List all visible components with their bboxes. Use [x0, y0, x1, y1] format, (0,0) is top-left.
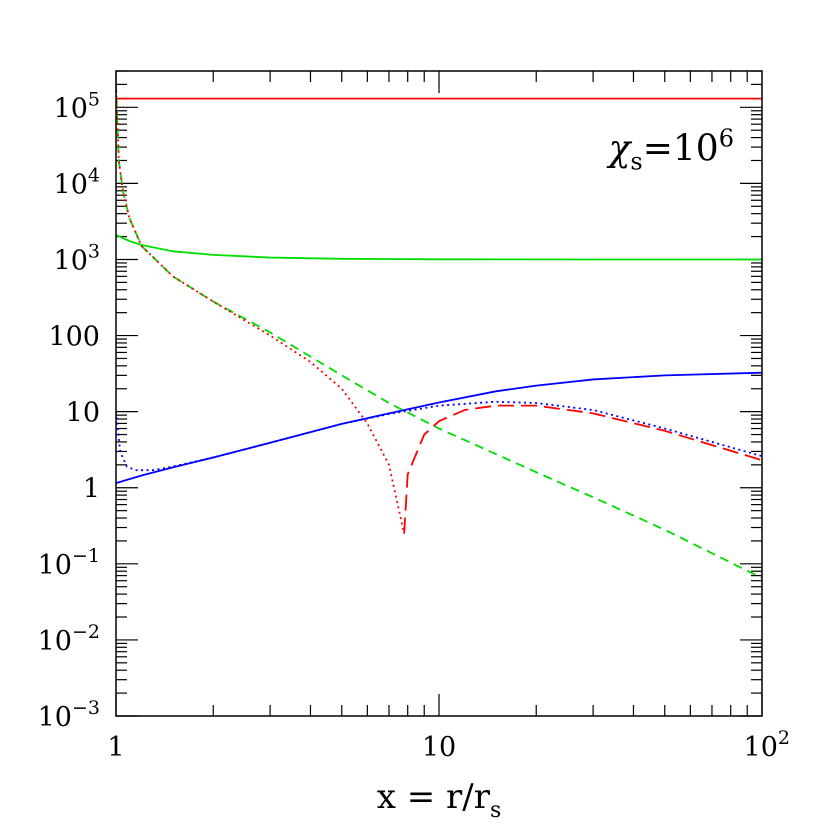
chi-exponent: 6: [719, 124, 734, 152]
x-tick-label: 102: [744, 727, 790, 763]
y-tick-label: 103: [54, 240, 100, 276]
chi-equals: =: [643, 128, 673, 169]
tick-labels: 1 10 102 105 104 103 100 10 1 10−1 10−2 10−3: [38, 88, 790, 763]
y-tick-label: 1: [83, 474, 100, 505]
y-tick-label: 10−1: [38, 545, 100, 581]
tick-marks: [115, 70, 763, 717]
x-tick-label: 1: [107, 732, 124, 763]
chi-subscript: s: [630, 147, 642, 175]
chi-symbol: χ: [606, 128, 633, 169]
x-axis-label-subscript: s: [490, 798, 501, 823]
x-tick-label: 10: [422, 732, 456, 763]
chi-annotation: χs=106: [606, 124, 734, 175]
y-tick-label: 105: [54, 88, 100, 124]
y-tick-label: 100: [48, 322, 100, 353]
series-group: [116, 84, 762, 579]
x-axis-label-text: x = r/r: [377, 777, 491, 817]
y-tick-label: 10−2: [38, 621, 100, 657]
series-line-5: [116, 84, 406, 534]
series-line-4: [116, 84, 762, 579]
y-tick-label: 10−3: [38, 697, 100, 733]
x-axis-label: x = r/rs: [377, 777, 502, 823]
series-line-7: [116, 400, 762, 472]
y-tick-label: 104: [54, 164, 100, 200]
plot-frame: [115, 70, 763, 717]
y-tick-label: 10: [66, 398, 100, 429]
chi-value: 10: [673, 128, 719, 169]
series-line-6: [403, 404, 762, 534]
series-line-2: [116, 234, 762, 261]
